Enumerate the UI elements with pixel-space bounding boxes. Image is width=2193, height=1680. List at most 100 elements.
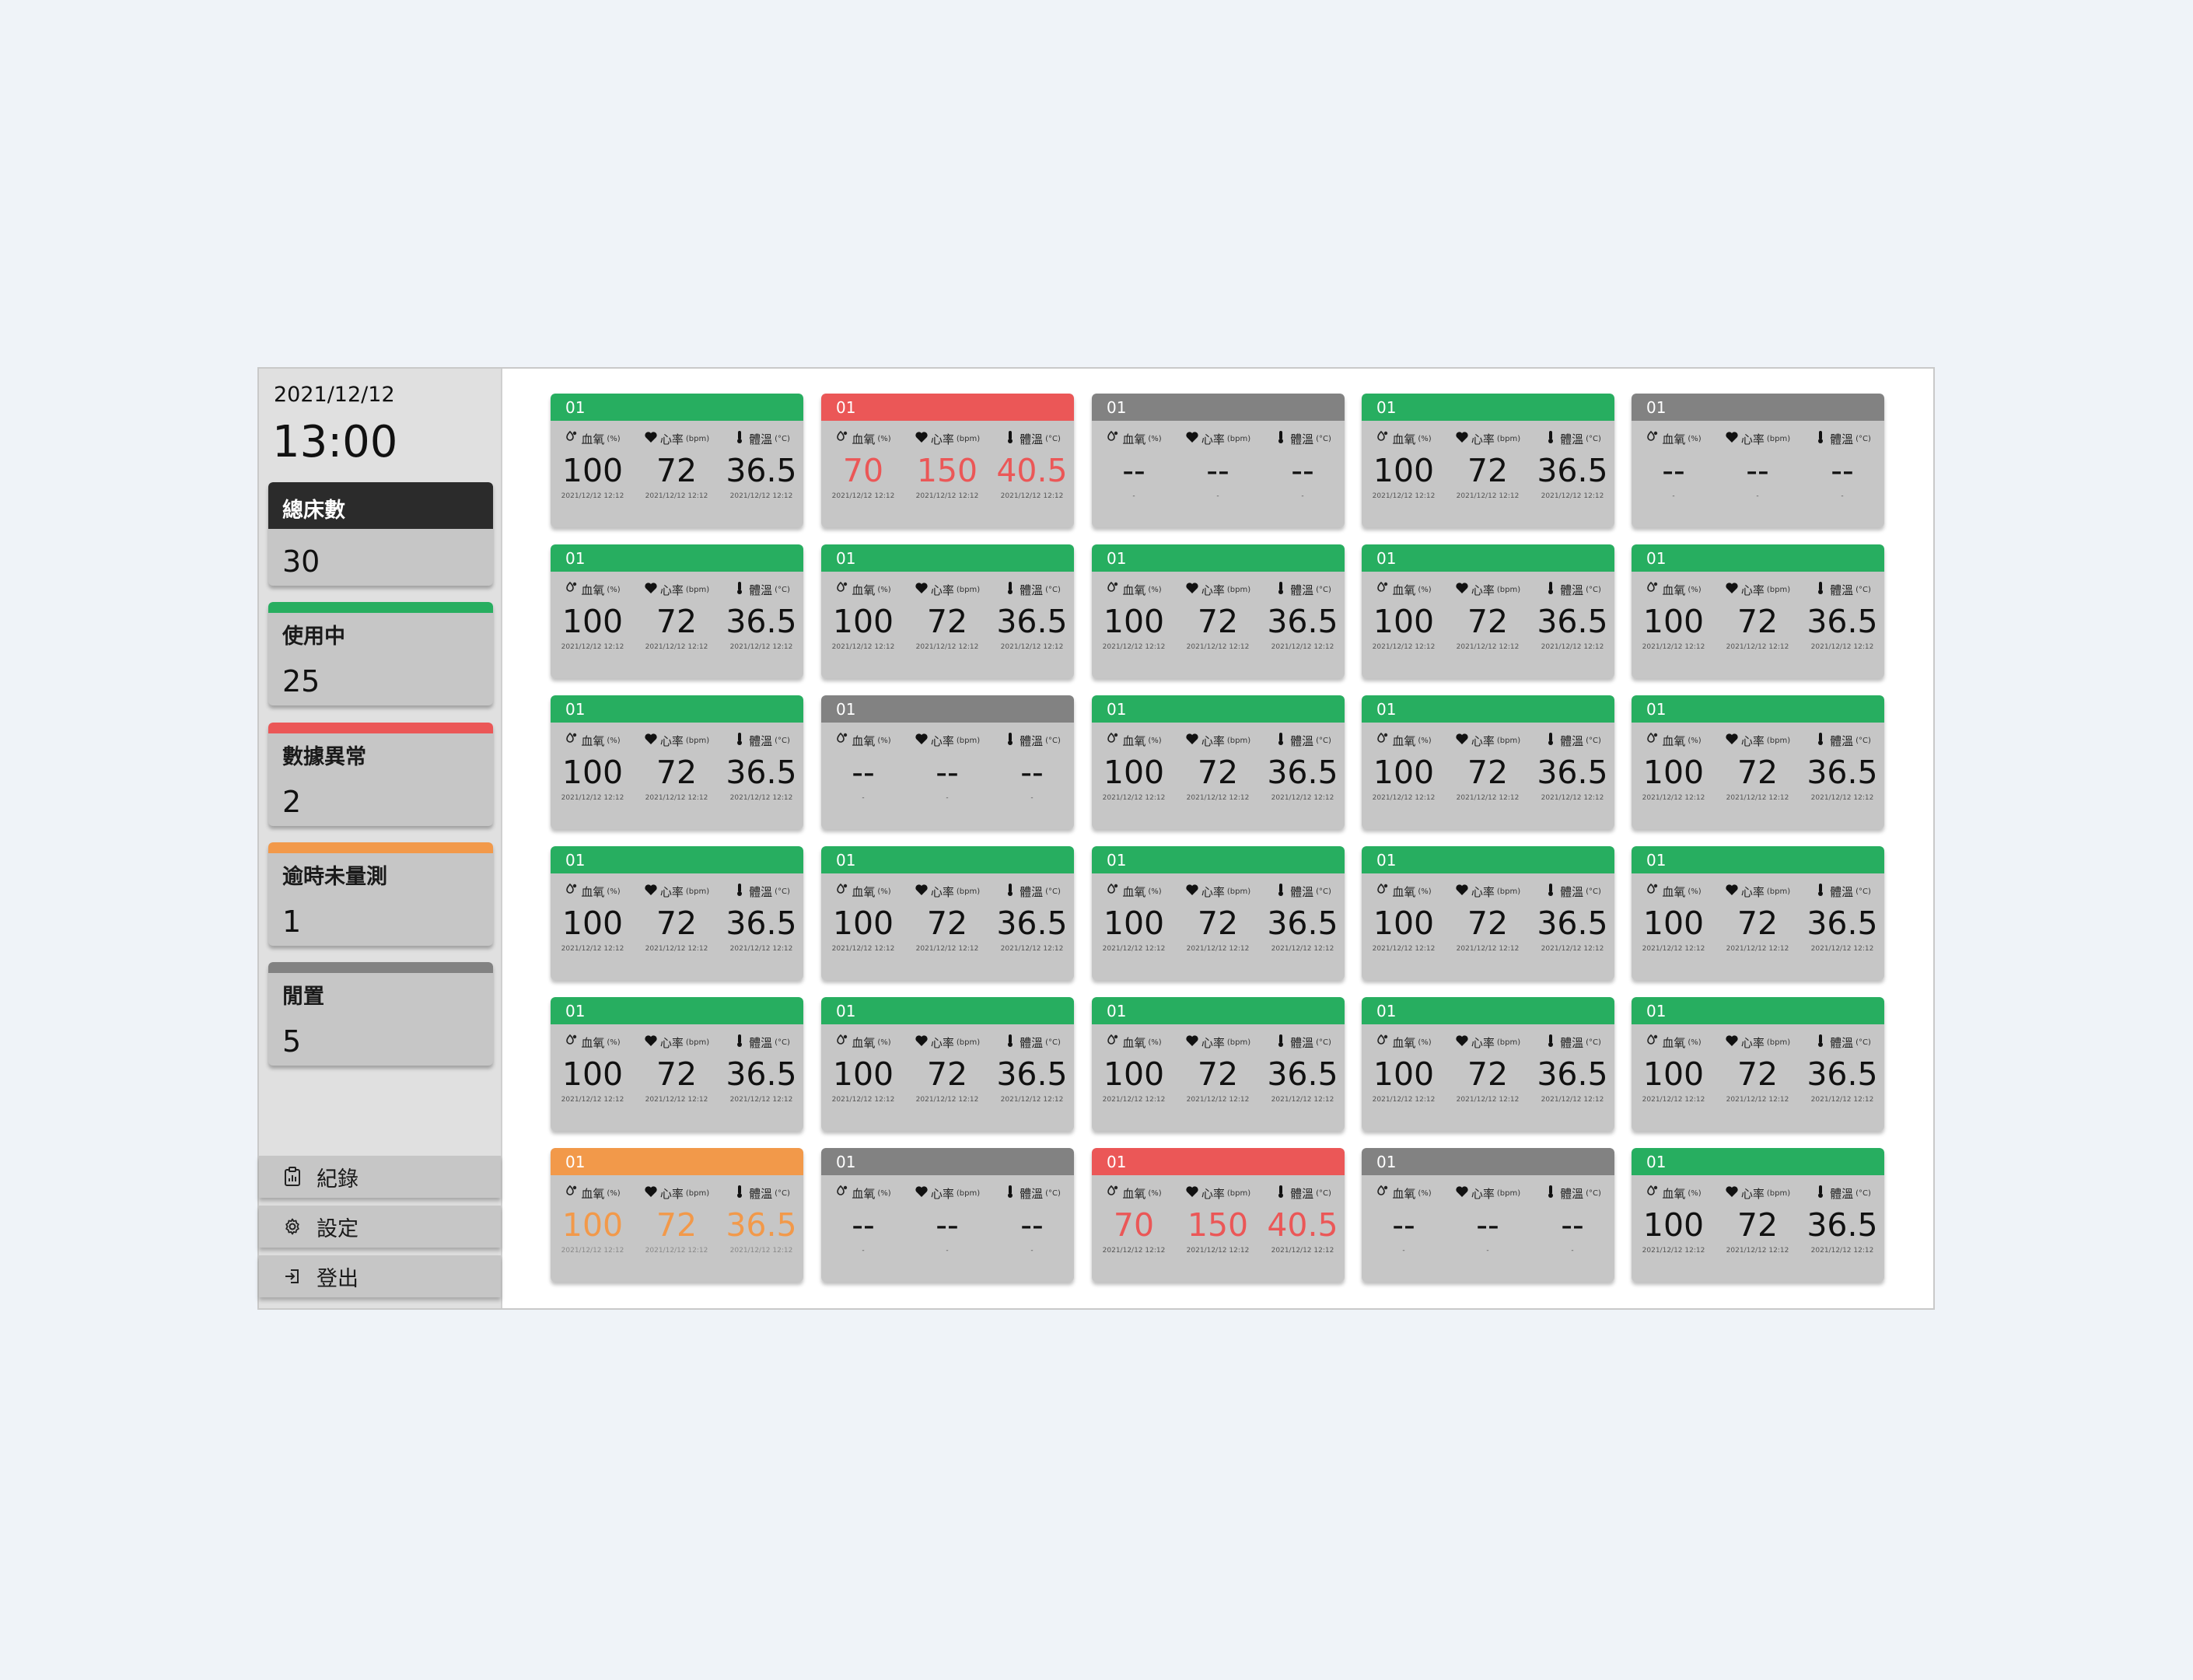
- bed-card[interactable]: 01 血氧 (%) 100 2021/12/12 12:12 心率 (bpm) 72 2021/…: [1632, 997, 1884, 1131]
- bed-card[interactable]: 01 血氧 (%) 100 2021/12/12 12:12 心率 (bpm) 72 2021/…: [821, 544, 1074, 678]
- bed-card[interactable]: 01 血氧 (%) 100 2021/12/12 12:12 心率 (bpm) 72 2021/…: [551, 544, 803, 678]
- heart-rate-label-text: 心率: [1471, 432, 1495, 446]
- temperature-timestamp: -: [1030, 794, 1034, 802]
- stat-card-abnormal[interactable]: 數據異常 2: [268, 723, 493, 826]
- heart-rate-label-text: 心率: [1201, 1035, 1225, 1050]
- bed-card[interactable]: 01 血氧 (%) 100 2021/12/12 12:12 心率 (bpm) 72 2021/…: [1362, 997, 1614, 1131]
- bed-card[interactable]: 01 血氧 (%) 70 2021/12/12 12:12 心率 (bpm) 150 2021/…: [1092, 1148, 1345, 1282]
- spo2-timestamp: 2021/12/12 12:12: [1372, 643, 1436, 651]
- temperature-label-text: 體溫: [1020, 884, 1044, 899]
- bed-card[interactable]: 01 血氧 (%) 100 2021/12/12 12:12 心率 (bpm) 72 2021/…: [551, 1148, 803, 1282]
- bed-card[interactable]: 01 血氧 (%) 100 2021/12/12 12:12 心率 (bpm) 72 2021/…: [551, 394, 803, 527]
- temperature-value: 40.5: [1267, 1206, 1338, 1244]
- bed-card[interactable]: 01 血氧 (%) -- - 心率 (bpm) -- - 體溫 (°C) -- -: [1092, 394, 1345, 527]
- heart-rate-label-text: 心率: [930, 583, 954, 597]
- bed-card[interactable]: 01 血氧 (%) -- - 心率 (bpm) -- - 體溫 (°C) -- -: [1362, 1148, 1614, 1282]
- spo2-timestamp: 2021/12/12 12:12: [561, 945, 624, 953]
- bed-card-header: 01: [1362, 544, 1614, 572]
- spo2-column: 血氧 (%) 100 2021/12/12 12:12: [551, 581, 635, 651]
- temperature-label: 體溫 (°C): [719, 883, 803, 900]
- temperature-label: 體溫 (°C): [719, 732, 803, 749]
- temperature-icon: [1003, 1034, 1017, 1051]
- heart-rate-icon: [1185, 883, 1199, 900]
- stat-card-idle[interactable]: 閒置 5: [268, 962, 493, 1066]
- bed-card[interactable]: 01 血氧 (%) 100 2021/12/12 12:12 心率 (bpm) 72 2021/…: [821, 846, 1074, 980]
- bed-card[interactable]: 01 血氧 (%) -- - 心率 (bpm) -- - 體溫 (°C) -- -: [1632, 394, 1884, 527]
- spo2-column: 血氧 (%) 100 2021/12/12 12:12: [551, 430, 635, 500]
- temperature-timestamp: 2021/12/12 12:12: [1000, 492, 1064, 500]
- bed-card[interactable]: 01 血氧 (%) 100 2021/12/12 12:12 心率 (bpm) 72 2021/…: [1092, 695, 1345, 829]
- nav-records-button[interactable]: 紀錄: [259, 1156, 501, 1198]
- spo2-icon: [1106, 581, 1120, 598]
- temperature-column: 體溫 (°C) 40.5 2021/12/12 12:12: [1261, 1185, 1345, 1255]
- temperature-unit: (°C): [1586, 887, 1601, 896]
- heart-rate-label-text: 心率: [1201, 583, 1225, 597]
- heart-rate-column: 心率 (bpm) 72 2021/12/12 12:12: [905, 883, 989, 953]
- temperature-icon: [1544, 732, 1558, 749]
- heart-rate-timestamp: 2021/12/12 12:12: [1726, 945, 1789, 953]
- current-time: 13:00: [272, 417, 398, 467]
- bed-card[interactable]: 01 血氧 (%) 100 2021/12/12 12:12 心率 (bpm) 72 2021/…: [1632, 1148, 1884, 1282]
- nav-settings-button[interactable]: 設定: [259, 1206, 501, 1248]
- heart-rate-column: 心率 (bpm) 72 2021/12/12 12:12: [1446, 1034, 1530, 1104]
- temperature-label-text: 體溫: [749, 1186, 773, 1201]
- heart-rate-timestamp: 2021/12/12 12:12: [1726, 794, 1789, 802]
- heart-rate-timestamp: -: [1756, 492, 1759, 500]
- bed-card[interactable]: 01 血氧 (%) 100 2021/12/12 12:12 心率 (bpm) 72 2021/…: [1092, 997, 1345, 1131]
- bed-card[interactable]: 01 血氧 (%) 70 2021/12/12 12:12 心率 (bpm) 150 2021/…: [821, 394, 1074, 527]
- bed-card[interactable]: 01 血氧 (%) 100 2021/12/12 12:12 心率 (bpm) 72 2021/…: [1632, 695, 1884, 829]
- bed-card[interactable]: 01 血氧 (%) 100 2021/12/12 12:12 心率 (bpm) 72 2021/…: [1092, 544, 1345, 678]
- bed-number: 01: [1107, 1153, 1127, 1171]
- heart-rate-label: 心率 (bpm): [905, 1034, 989, 1051]
- spo2-label-text: 血氧: [1392, 583, 1416, 597]
- bed-number: 01: [565, 851, 586, 870]
- bed-card[interactable]: 01 血氧 (%) 100 2021/12/12 12:12 心率 (bpm) 72 2021/…: [551, 695, 803, 829]
- bed-number: 01: [1376, 1153, 1397, 1171]
- temperature-label: 體溫 (°C): [1530, 732, 1614, 749]
- heart-rate-unit: (bpm): [1766, 1188, 1791, 1198]
- temperature-label: 體溫 (°C): [1800, 732, 1884, 749]
- spo2-unit: (%): [607, 736, 621, 745]
- temperature-timestamp: 2021/12/12 12:12: [729, 492, 793, 500]
- stat-label: 總床數: [282, 499, 345, 523]
- spo2-timestamp: 2021/12/12 12:12: [831, 643, 895, 651]
- bed-card[interactable]: 01 血氧 (%) 100 2021/12/12 12:12 心率 (bpm) 72 2021/…: [551, 997, 803, 1131]
- bed-card[interactable]: 01 血氧 (%) 100 2021/12/12 12:12 心率 (bpm) 72 2021/…: [1362, 846, 1614, 980]
- bed-card[interactable]: 01 血氧 (%) -- - 心率 (bpm) -- - 體溫 (°C) -- -: [821, 695, 1074, 829]
- spo2-column: 血氧 (%) -- -: [1632, 430, 1716, 500]
- heart-rate-icon: [644, 732, 658, 749]
- temperature-icon: [1003, 430, 1017, 447]
- spo2-value: --: [852, 754, 875, 791]
- bed-card[interactable]: 01 血氧 (%) 100 2021/12/12 12:12 心率 (bpm) 72 2021/…: [1092, 846, 1345, 980]
- temperature-timestamp: 2021/12/12 12:12: [1000, 643, 1064, 651]
- bed-card[interactable]: 01 血氧 (%) 100 2021/12/12 12:12 心率 (bpm) 72 2021/…: [551, 846, 803, 980]
- bed-card[interactable]: 01 血氧 (%) 100 2021/12/12 12:12 心率 (bpm) 72 2021/…: [1362, 695, 1614, 829]
- bed-card[interactable]: 01 血氧 (%) 100 2021/12/12 12:12 心率 (bpm) 72 2021/…: [1362, 394, 1614, 527]
- temperature-value: 36.5: [1537, 905, 1608, 942]
- bed-card[interactable]: 01 血氧 (%) 100 2021/12/12 12:12 心率 (bpm) 72 2021/…: [1632, 544, 1884, 678]
- temperature-unit: (°C): [1586, 1188, 1601, 1198]
- spo2-timestamp: 2021/12/12 12:12: [1642, 643, 1705, 651]
- spo2-icon: [835, 883, 849, 900]
- heart-rate-column: 心率 (bpm) 72 2021/12/12 12:12: [1176, 883, 1260, 953]
- heart-rate-column: 心率 (bpm) 72 2021/12/12 12:12: [1716, 732, 1800, 802]
- bed-card[interactable]: 01 血氧 (%) 100 2021/12/12 12:12 心率 (bpm) 72 2021/…: [821, 997, 1074, 1131]
- temperature-label: 體溫 (°C): [1530, 1185, 1614, 1202]
- heart-rate-timestamp: 2021/12/12 12:12: [645, 945, 708, 953]
- stat-card-overdue[interactable]: 逾時未量測 1: [268, 842, 493, 946]
- temperature-unit: (°C): [1316, 736, 1331, 745]
- heart-rate-timestamp: 2021/12/12 12:12: [645, 492, 708, 500]
- nav-logout-button[interactable]: 登出: [259, 1255, 501, 1297]
- spo2-label: 血氧 (%): [821, 883, 905, 900]
- temperature-value: 36.5: [726, 1206, 797, 1244]
- spo2-icon: [565, 883, 579, 900]
- bed-card[interactable]: 01 血氧 (%) -- - 心率 (bpm) -- - 體溫 (°C) -- -: [821, 1148, 1074, 1282]
- heart-rate-timestamp: 2021/12/12 12:12: [1726, 643, 1789, 651]
- stat-card-in-use[interactable]: 使用中 25: [268, 602, 493, 705]
- temperature-icon: [733, 732, 747, 749]
- heart-rate-column: 心率 (bpm) -- -: [1446, 1185, 1530, 1255]
- stat-card-total-beds[interactable]: 總床數 30: [268, 482, 493, 586]
- bed-card[interactable]: 01 血氧 (%) 100 2021/12/12 12:12 心率 (bpm) 72 2021/…: [1632, 846, 1884, 980]
- spo2-column: 血氧 (%) 100 2021/12/12 12:12: [1632, 732, 1716, 802]
- bed-card[interactable]: 01 血氧 (%) 100 2021/12/12 12:12 心率 (bpm) 72 2021/…: [1362, 544, 1614, 678]
